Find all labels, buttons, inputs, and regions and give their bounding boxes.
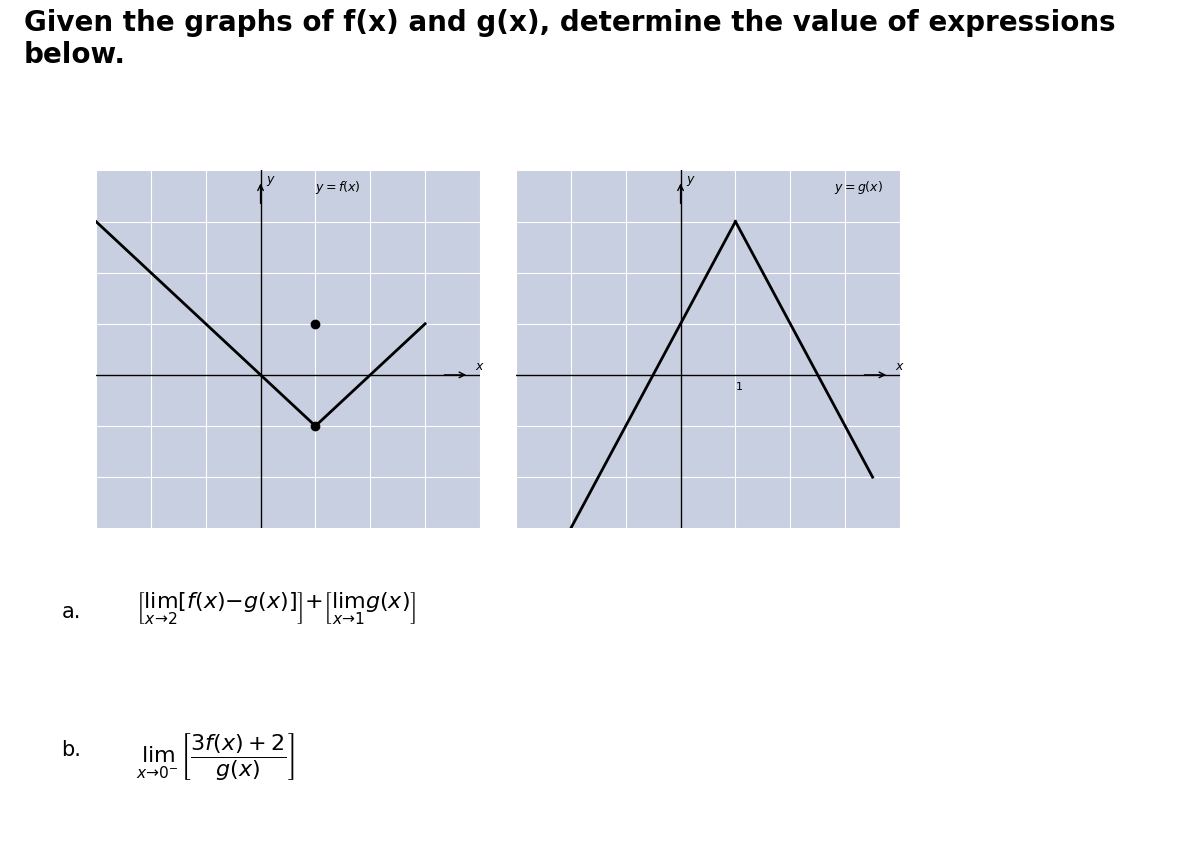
- Text: b.: b.: [61, 740, 82, 759]
- Text: $y$: $y$: [266, 174, 276, 188]
- Text: $\left[\lim_{x \to 2}\left[f(x) - g(x)\right]\right] + \left[\lim_{x \to 1} g(x): $\left[\lim_{x \to 2}\left[f(x) - g(x)\r…: [137, 590, 416, 626]
- Text: 1: 1: [736, 383, 743, 392]
- Text: a.: a.: [61, 602, 80, 622]
- Text: Given the graphs of f(x) and g(x), determine the value of expressions
below.: Given the graphs of f(x) and g(x), deter…: [24, 9, 1116, 69]
- Text: $\lim_{x \to 0^{-}} \left[\dfrac{3f(x) + 2}{g(x)}\right]$: $\lim_{x \to 0^{-}} \left[\dfrac{3f(x) +…: [137, 731, 295, 781]
- Text: $x$: $x$: [474, 360, 485, 373]
- Text: $y$: $y$: [686, 174, 696, 188]
- Text: $y = g(x)$: $y = g(x)$: [834, 179, 883, 196]
- Text: $y = f(x)$: $y = f(x)$: [316, 179, 361, 196]
- Text: $x$: $x$: [894, 360, 905, 373]
